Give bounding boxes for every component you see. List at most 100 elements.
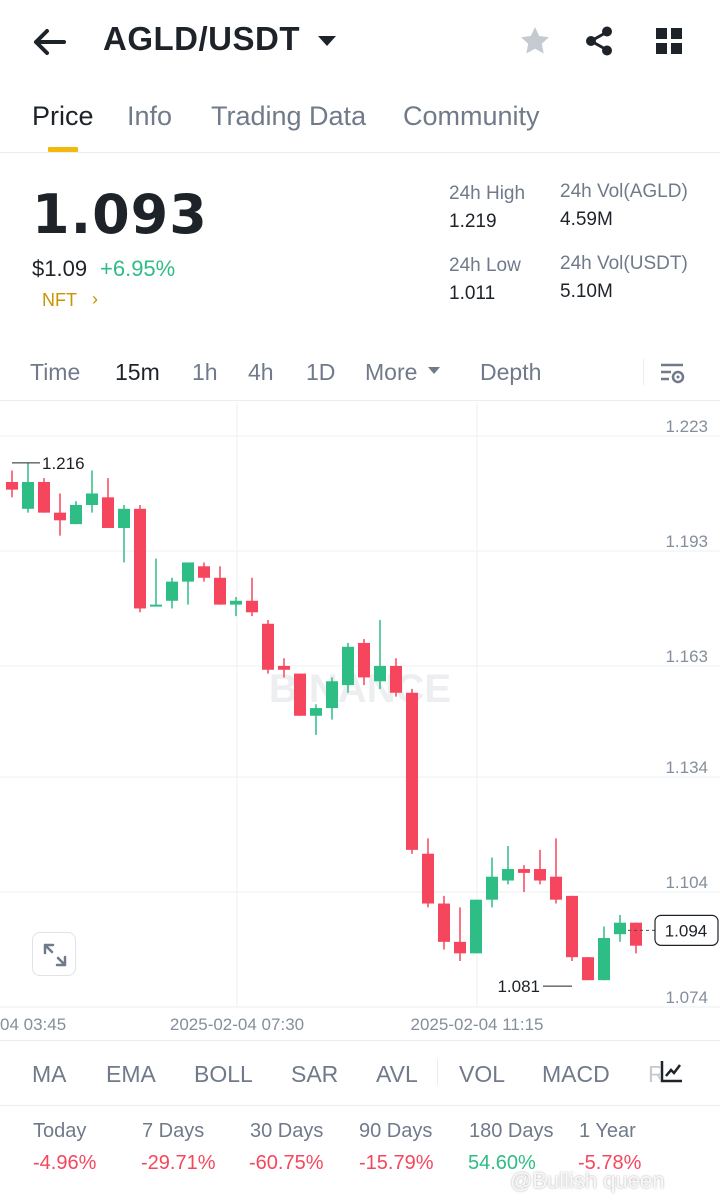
perf-value-today: -4.96% [33,1152,97,1174]
usd-price: $1.09 [32,256,88,281]
perf-value-7d: -29.71% [141,1152,216,1174]
interval-time[interactable]: Time [30,359,81,385]
candle-up [486,876,498,900]
candle-up [598,938,610,981]
candle-up [230,600,242,605]
trading-pair-title[interactable]: AGLD/USDT [103,20,300,57]
candle-down [534,869,546,881]
indicator-ema[interactable]: EMA [106,1061,156,1087]
candle-down [454,941,466,954]
divider [643,359,644,385]
main-tabs: Price Info Trading Data Community [0,95,720,153]
interval-1d[interactable]: 1D [306,359,336,385]
tab-community[interactable]: Community [403,101,540,131]
high-value: 1.219 [449,211,497,232]
perf-label-today: Today [33,1120,87,1142]
candlestick-chart[interactable]: 1.223 1.193 1.163 1.134 1.104 1.074 04 03:45 20… [0,402,720,1042]
indicator-vol[interactable]: VOL [459,1061,506,1087]
price-change-percent: +6.95% [100,256,176,281]
candle-down [262,623,274,670]
x-tick-label: 2025-02-04 11:15 [411,1015,544,1034]
share-icon[interactable] [582,24,616,58]
current-price-box [654,914,719,946]
candle-down [294,673,306,716]
more-caret-icon[interactable] [428,367,440,374]
current-price-label: 1.094 [665,921,708,940]
y-tick-label: 1.104 [665,873,708,892]
x-tick-label: 2025-02-04 07:30 [170,1015,304,1034]
star-icon[interactable] [518,24,552,58]
low-label: 24h Low [449,255,521,276]
interval-more[interactable]: More [365,359,418,385]
candle-up [118,508,130,528]
candle-down [214,577,226,605]
perf-value-90d: -15.79% [359,1152,434,1174]
candle-up [86,493,98,505]
expand-icon [43,943,67,967]
interval-4h[interactable]: 4h [248,359,274,385]
perf-label-180d: 180 Days [469,1120,554,1142]
candle-up [182,562,194,582]
interval-depth[interactable]: Depth [480,359,542,385]
candle-down [246,600,258,613]
chart-canvas[interactable]: 1.223 1.193 1.163 1.134 1.104 1.074 04 03:45 20… [0,402,720,1042]
perf-label-30d: 30 Days [250,1120,324,1142]
y-tick-label: 1.134 [665,758,708,777]
candle-down [278,665,290,670]
y-tick-label: 1.163 [665,647,708,666]
vol-base-value: 4.59M [560,209,613,230]
indicator-settings-icon[interactable] [660,1059,684,1083]
vol-quote-value: 5.10M [560,281,613,302]
y-tick-label: 1.223 [665,417,708,436]
vol-base-label: 24h Vol(AGLD) [560,181,688,202]
candle-up [342,646,354,686]
low-value: 1.011 [449,283,496,304]
fullscreen-button[interactable] [32,932,76,976]
active-tab-indicator [48,147,78,152]
perf-value-30d: -60.75% [249,1152,324,1174]
candle-down [358,642,370,678]
high-marker-label: 1.216 [42,454,85,473]
vol-quote-label: 24h Vol(USDT) [560,253,688,274]
tab-info[interactable]: Info [127,101,173,131]
tab-price[interactable]: Price [32,101,94,131]
back-arrow-icon[interactable] [30,24,70,60]
chart-settings-icon[interactable] [658,359,686,387]
candle-down [134,508,146,609]
candle-down [518,869,530,873]
candle-up [470,899,482,954]
indicator-avl[interactable]: AVL [376,1061,418,1087]
candle-down [198,566,210,578]
candle-down [630,922,642,946]
indicator-boll[interactable]: BOLL [194,1061,253,1087]
interval-15m[interactable]: 15m [115,359,160,385]
indicator-bar: MA EMA BOLL SAR AVL VOL MACD R [0,1040,720,1106]
y-tick-label: 1.074 [665,988,708,1007]
candle-up [166,581,178,601]
top-bar: AGLD/USDT [0,0,720,85]
interval-bar: Time 15m 1h 4h 1D More Depth [0,345,720,401]
category-tag[interactable]: NFT [42,290,77,310]
user-watermark: @Bullish queen [510,1168,665,1193]
last-price: 1.093 [32,183,208,246]
candle-down [6,481,18,490]
perf-label-1y: 1 Year [579,1120,636,1142]
perf-label-7d: 7 Days [142,1120,205,1142]
dropdown-caret-icon[interactable] [318,36,336,46]
candle-up [502,869,514,881]
divider [437,1059,438,1085]
tab-trading-data[interactable]: Trading Data [211,101,367,131]
indicator-sar[interactable]: SAR [291,1061,339,1087]
candle-up [150,604,162,607]
candle-down [102,497,114,528]
grid-icon[interactable] [654,26,684,56]
candle-up [326,681,338,709]
candle-up [310,708,322,716]
candle-up [374,665,386,682]
candle-up [70,504,82,525]
indicator-macd[interactable]: MACD [542,1061,610,1087]
candle-up [614,922,626,935]
chevron-right-icon[interactable]: › [92,289,98,309]
interval-1h[interactable]: 1h [192,359,218,385]
indicator-ma[interactable]: MA [32,1061,67,1087]
